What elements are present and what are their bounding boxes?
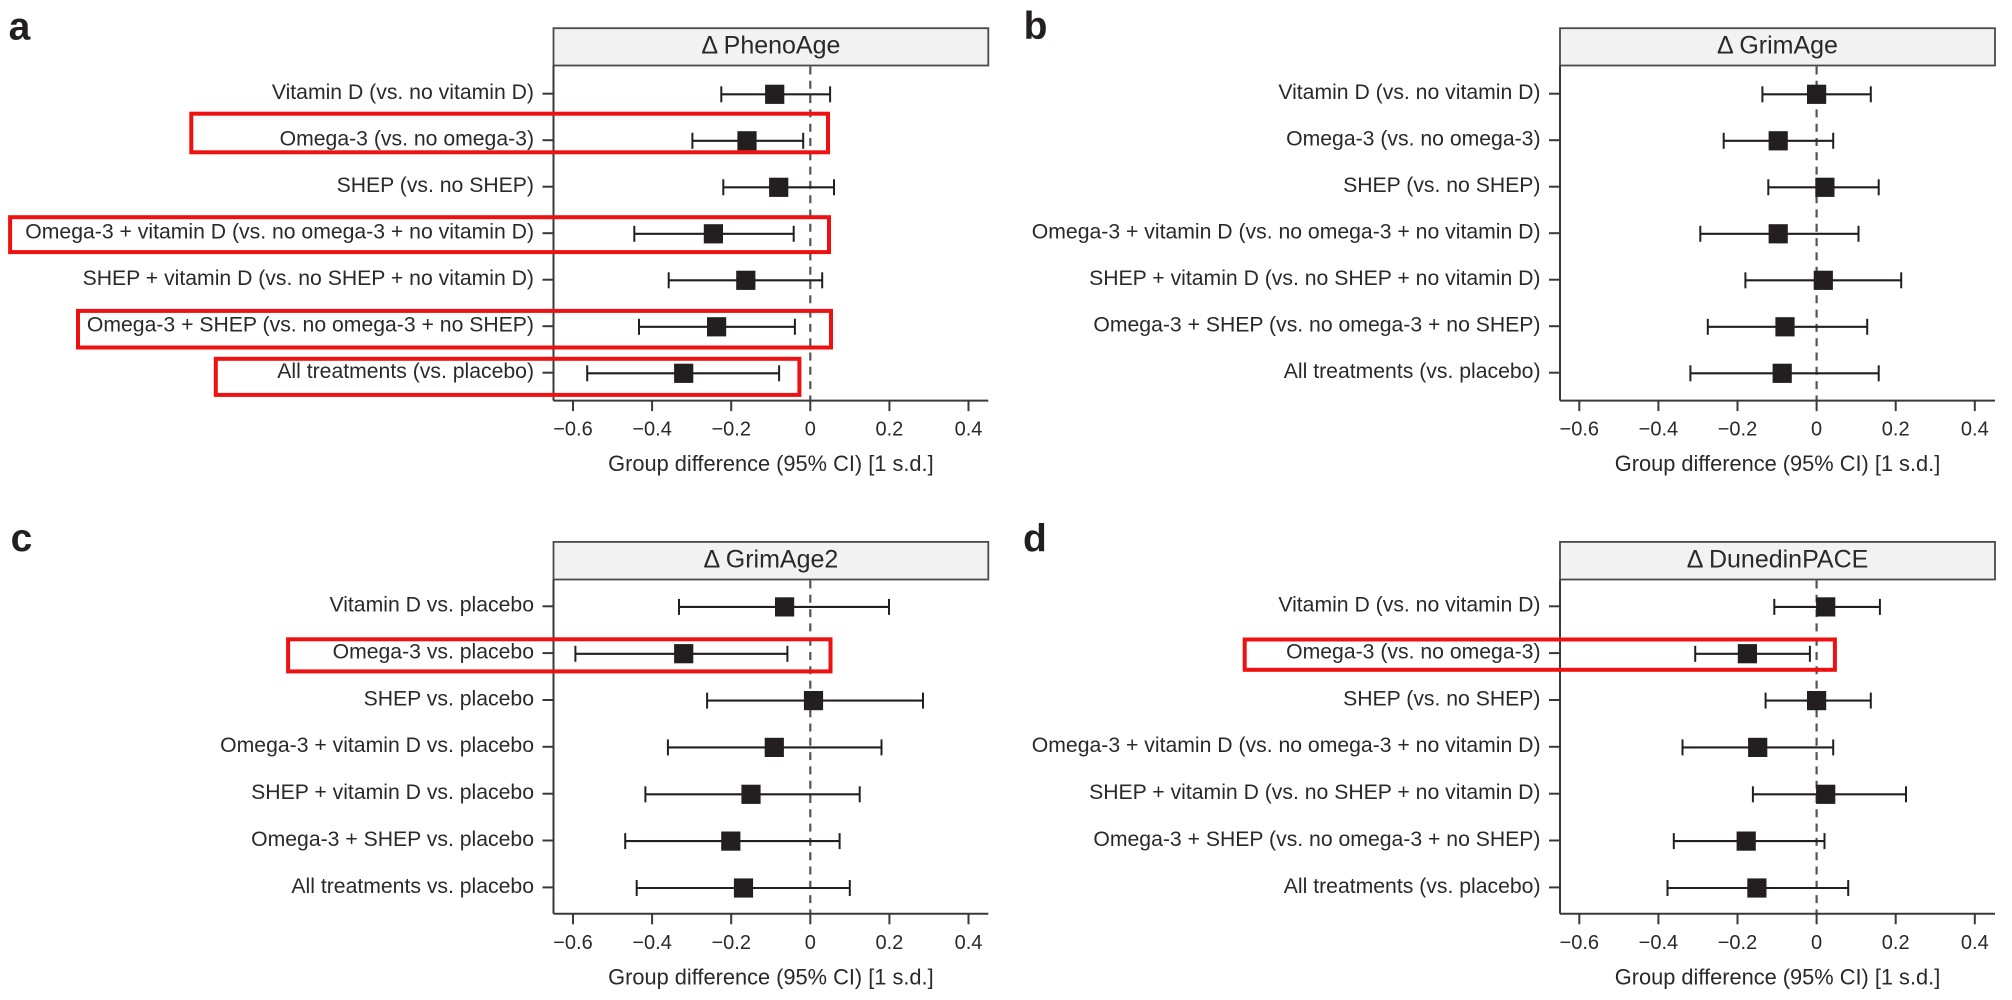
- svg-text:SHEP + vitamin D (vs. no SHEP: SHEP + vitamin D (vs. no SHEP + no vitam…: [1089, 267, 1540, 290]
- svg-text:SHEP vs. placebo: SHEP vs. placebo: [364, 687, 534, 710]
- svg-text:−0.6: −0.6: [553, 419, 592, 441]
- svg-text:−0.6: −0.6: [1560, 419, 1599, 441]
- svg-text:Group difference (95% CI) [1 s: Group difference (95% CI) [1 s.d.]: [608, 965, 934, 990]
- svg-text:Omega-3 (vs. no omega-3): Omega-3 (vs. no omega-3): [1286, 641, 1540, 664]
- svg-text:Vitamin D (vs. no vitamin D): Vitamin D (vs. no vitamin D): [272, 81, 534, 104]
- svg-text:0.4: 0.4: [1961, 932, 1989, 954]
- svg-text:SHEP + vitamin D (vs. no SHEP: SHEP + vitamin D (vs. no SHEP + no vitam…: [83, 267, 534, 290]
- svg-text:Δ GrimAge: Δ GrimAge: [1717, 31, 1838, 59]
- svg-text:All treatments (vs. placebo): All treatments (vs. placebo): [277, 360, 534, 383]
- svg-text:0.2: 0.2: [875, 419, 903, 441]
- svg-text:Vitamin D vs. placebo: Vitamin D vs. placebo: [329, 594, 534, 617]
- svg-text:−0.2: −0.2: [1718, 419, 1757, 441]
- svg-text:Vitamin D (vs. no vitamin D): Vitamin D (vs. no vitamin D): [1278, 81, 1540, 104]
- svg-text:−0.6: −0.6: [1560, 932, 1599, 954]
- svg-text:−0.4: −0.4: [632, 932, 671, 954]
- svg-text:SHEP (vs. no SHEP): SHEP (vs. no SHEP): [337, 174, 534, 197]
- svg-text:b: b: [1024, 5, 1048, 48]
- svg-text:All treatments vs. placebo: All treatments vs. placebo: [291, 875, 534, 898]
- svg-text:All treatments (vs. placebo): All treatments (vs. placebo): [1284, 360, 1541, 383]
- svg-text:d: d: [1023, 517, 1047, 560]
- svg-text:−0.6: −0.6: [553, 932, 592, 954]
- svg-text:SHEP (vs. no SHEP): SHEP (vs. no SHEP): [1343, 174, 1540, 197]
- svg-text:Δ DunedinPACE: Δ DunedinPACE: [1687, 545, 1869, 573]
- svg-text:0: 0: [1811, 419, 1822, 441]
- svg-text:0: 0: [805, 419, 816, 441]
- svg-text:0: 0: [1811, 932, 1822, 954]
- svg-text:−0.4: −0.4: [1639, 419, 1678, 441]
- svg-text:0.4: 0.4: [955, 419, 983, 441]
- svg-text:Omega-3 + vitamin D (vs. no om: Omega-3 + vitamin D (vs. no omega-3 + no…: [1032, 734, 1541, 757]
- svg-text:Omega-3 + vitamin D vs. placeb: Omega-3 + vitamin D vs. placebo: [220, 734, 534, 757]
- svg-text:0.2: 0.2: [1882, 932, 1910, 954]
- svg-text:Omega-3 (vs. no omega-3): Omega-3 (vs. no omega-3): [1286, 128, 1540, 151]
- svg-text:0.4: 0.4: [1961, 419, 1989, 441]
- svg-text:−0.2: −0.2: [1718, 932, 1757, 954]
- svg-text:SHEP + vitamin D vs. placebo: SHEP + vitamin D vs. placebo: [251, 781, 534, 804]
- svg-text:c: c: [11, 517, 33, 560]
- svg-text:Δ PhenoAge: Δ PhenoAge: [701, 31, 840, 59]
- svg-text:Omega-3 + SHEP (vs. no omega-3: Omega-3 + SHEP (vs. no omega-3 + no SHEP…: [87, 314, 534, 337]
- svg-text:Group difference (95% CI) [1 s: Group difference (95% CI) [1 s.d.]: [608, 451, 934, 476]
- svg-text:0.2: 0.2: [875, 932, 903, 954]
- svg-text:Omega-3 vs. placebo: Omega-3 vs. placebo: [333, 641, 534, 664]
- svg-text:Omega-3 (vs. no omega-3): Omega-3 (vs. no omega-3): [280, 128, 534, 151]
- svg-text:Omega-3 + vitamin D (vs. no om: Omega-3 + vitamin D (vs. no omega-3 + no…: [1032, 221, 1541, 244]
- svg-text:0: 0: [805, 932, 816, 954]
- svg-text:0.4: 0.4: [955, 932, 983, 954]
- svg-text:SHEP + vitamin D (vs. no SHEP: SHEP + vitamin D (vs. no SHEP + no vitam…: [1089, 781, 1540, 804]
- svg-text:−0.2: −0.2: [711, 932, 750, 954]
- svg-text:Group difference (95% CI) [1 s: Group difference (95% CI) [1 s.d.]: [1615, 965, 1941, 990]
- svg-text:−0.4: −0.4: [1639, 932, 1678, 954]
- svg-text:Omega-3 + SHEP (vs. no omega-3: Omega-3 + SHEP (vs. no omega-3 + no SHEP…: [1093, 314, 1540, 337]
- svg-text:0.2: 0.2: [1882, 419, 1910, 441]
- svg-text:Omega-3 + SHEP (vs. no omega-3: Omega-3 + SHEP (vs. no omega-3 + no SHEP…: [1093, 828, 1540, 851]
- svg-text:Vitamin D (vs. no vitamin D): Vitamin D (vs. no vitamin D): [1278, 594, 1540, 617]
- svg-text:Group difference (95% CI) [1 s: Group difference (95% CI) [1 s.d.]: [1615, 451, 1941, 476]
- svg-text:Δ GrimAge2: Δ GrimAge2: [703, 545, 838, 573]
- svg-text:−0.4: −0.4: [632, 419, 671, 441]
- svg-text:SHEP (vs. no SHEP): SHEP (vs. no SHEP): [1343, 687, 1540, 710]
- svg-text:−0.2: −0.2: [711, 419, 750, 441]
- svg-text:All treatments (vs. placebo): All treatments (vs. placebo): [1284, 875, 1541, 898]
- svg-text:Omega-3 + SHEP vs. placebo: Omega-3 + SHEP vs. placebo: [251, 828, 534, 851]
- svg-text:a: a: [9, 6, 31, 49]
- svg-text:Omega-3 + vitamin D (vs. no om: Omega-3 + vitamin D (vs. no omega-3 + no…: [25, 221, 534, 244]
